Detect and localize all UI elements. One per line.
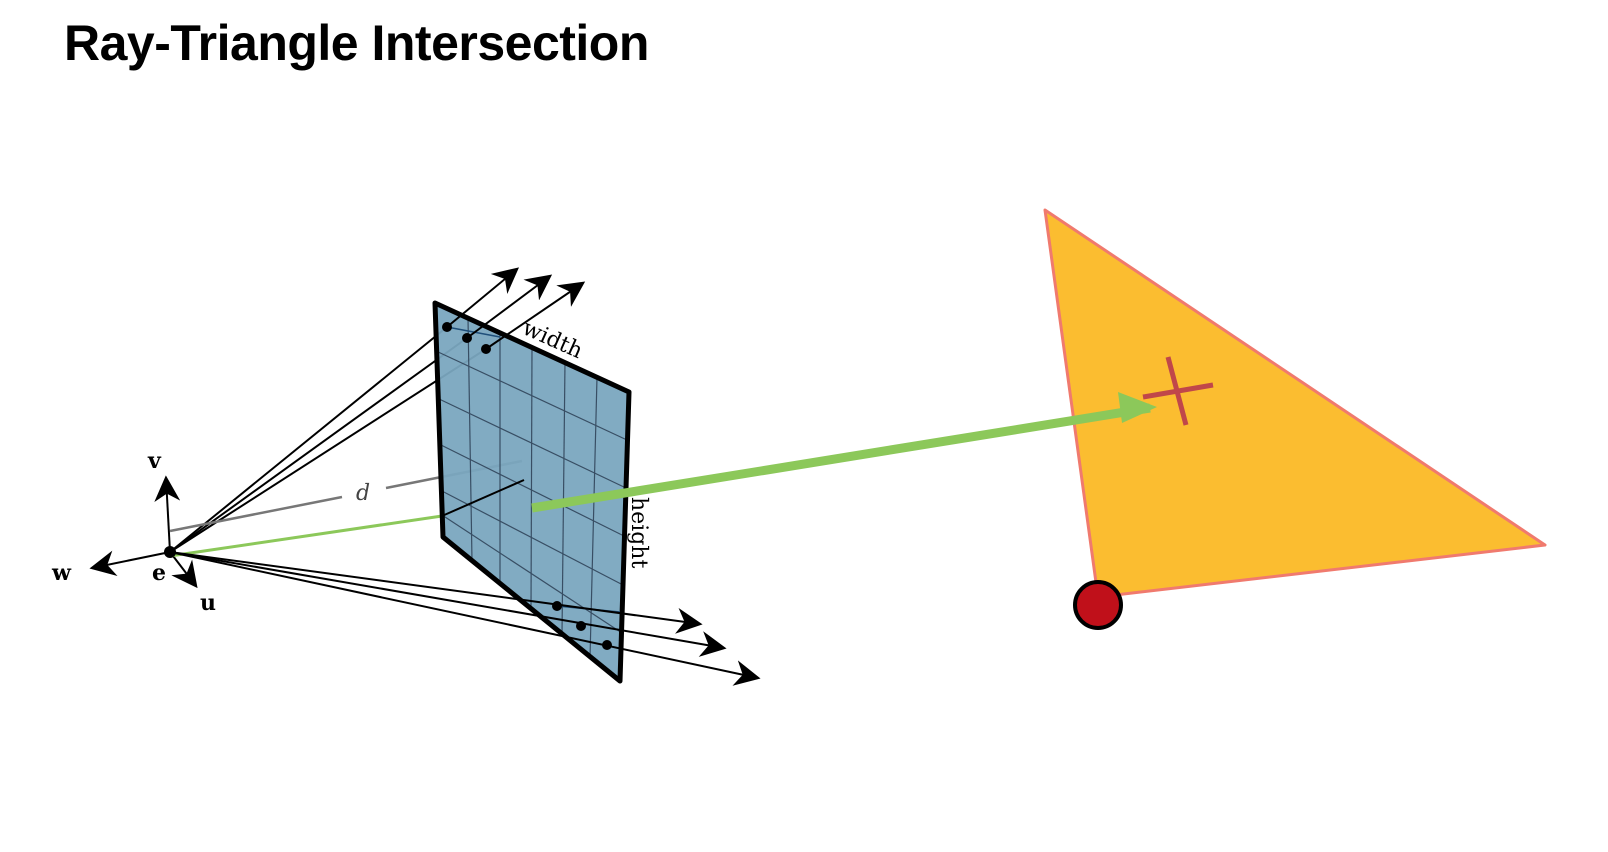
page-title: Ray-Triangle Intersection	[64, 15, 649, 71]
e-label: e	[152, 560, 166, 586]
d-line	[169, 495, 343, 533]
eye-point	[164, 546, 176, 558]
v-label: v	[147, 448, 162, 474]
upper-rays	[169, 326, 487, 553]
primary-ray-arrowhead	[1118, 392, 1157, 423]
v-axis	[154, 475, 181, 553]
w-axis	[89, 550, 171, 577]
sample-dot	[602, 640, 612, 650]
sample-dot	[462, 333, 472, 343]
sample-dot	[552, 601, 562, 611]
w-label: w	[51, 560, 72, 586]
u-label: u	[200, 590, 216, 616]
sample-dot	[576, 621, 586, 631]
image-plane	[432, 300, 632, 684]
primary-ray-thin	[169, 514, 443, 558]
intersection-cross	[1142, 356, 1214, 426]
d-label: d	[356, 481, 370, 506]
sample-dot	[481, 344, 491, 354]
pixel-samples	[442, 322, 612, 650]
lower-rays	[169, 551, 761, 686]
upper-ray-extensions	[446, 267, 586, 350]
primary-ray-thick	[531, 403, 1151, 513]
u-axis	[169, 551, 198, 589]
vertex-dot	[1073, 580, 1123, 630]
camera-axes	[89, 475, 198, 589]
triangle	[1043, 208, 1547, 599]
plane-grid	[435, 317, 628, 659]
sample-dot	[442, 322, 452, 332]
height-label: height	[626, 497, 651, 568]
